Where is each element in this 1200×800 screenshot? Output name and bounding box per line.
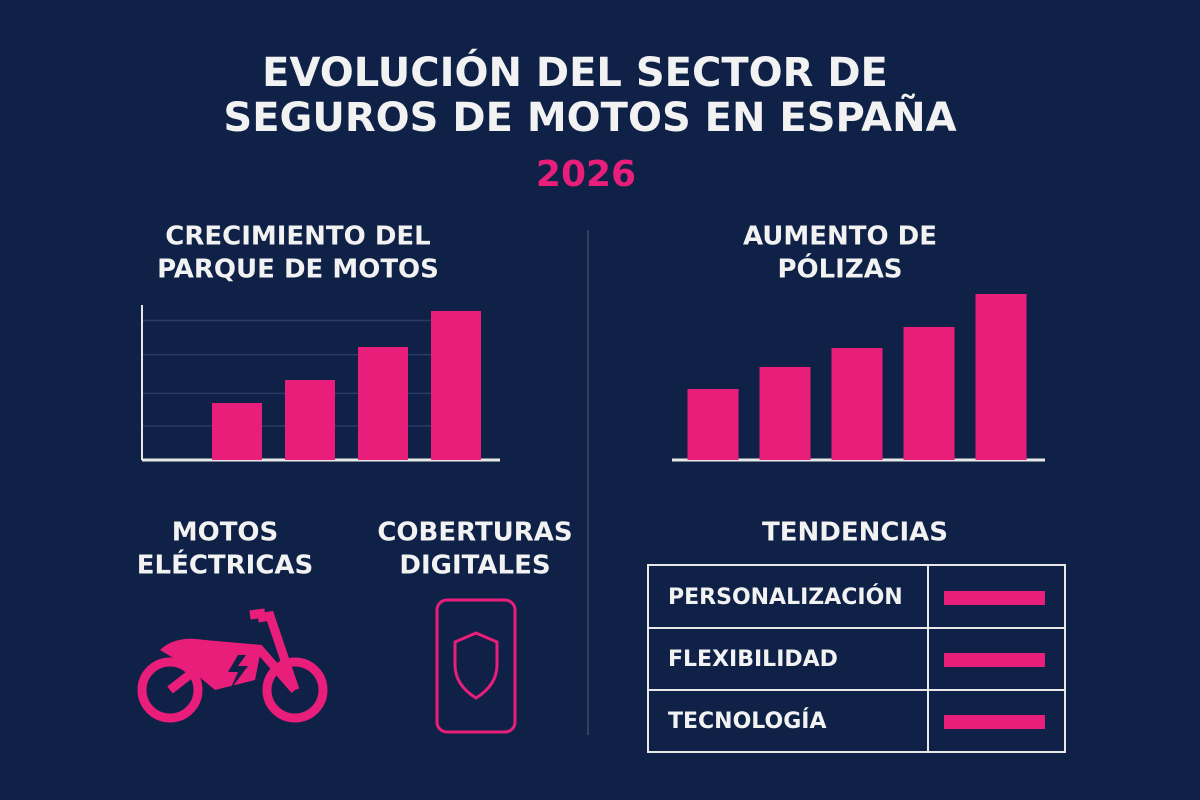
bar [687, 389, 739, 460]
trend-label: PERSONALIZACIÓN [668, 584, 903, 610]
bar [285, 380, 335, 460]
feature-label: DIGITALES [399, 551, 550, 581]
feature-label: COBERTURAS [377, 518, 572, 548]
chart-title: PARQUE DE MOTOS [157, 255, 439, 285]
bolt-icon [228, 655, 248, 690]
shield-icon [453, 631, 499, 700]
feature-label: MOTOS [172, 518, 279, 548]
bar [903, 327, 955, 460]
bar [831, 348, 883, 460]
chart-title: CRECIMIENTO DEL [165, 222, 430, 252]
trend-bar [944, 715, 1045, 729]
bar [358, 347, 408, 460]
bar [975, 294, 1027, 460]
trend-label: FLEXIBILIDAD [668, 647, 838, 672]
phone-icon [435, 598, 517, 734]
motorcycle-icon [137, 608, 328, 723]
trend-bar [944, 653, 1045, 667]
year: 2026 [536, 154, 636, 195]
title-line: EVOLUCIÓN DEL SECTOR DE [262, 48, 888, 96]
trends-table [647, 564, 1066, 753]
bar [431, 311, 481, 460]
chart-title: AUMENTO DE [743, 222, 937, 252]
chart-title: PÓLIZAS [777, 253, 902, 285]
trends-title: TENDENCIAS [762, 518, 948, 548]
title-line: SEGUROS DE MOTOS EN ESPAÑA [223, 93, 956, 141]
bar [212, 403, 262, 460]
trend-bar [944, 591, 1045, 605]
trend-label: TECNOLOGÍA [668, 708, 827, 734]
feature-label: ELÉCTRICAS [137, 549, 314, 581]
bar [759, 367, 811, 460]
